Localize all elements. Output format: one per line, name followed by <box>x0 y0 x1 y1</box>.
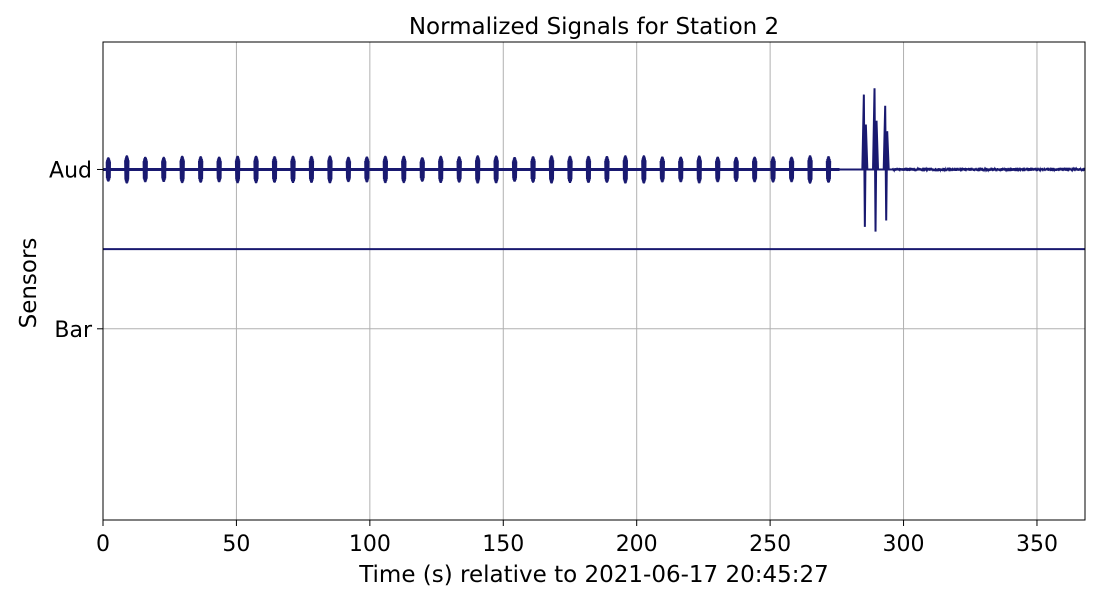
signal-burst <box>567 155 573 184</box>
y-axis-label: Sensors <box>16 238 42 329</box>
y-tick-label: Bar <box>54 318 93 343</box>
x-tick-label: 50 <box>222 532 250 557</box>
signal-burst <box>271 156 278 183</box>
signal-burst <box>548 155 555 184</box>
signal-burst <box>105 157 111 182</box>
signal-burst <box>511 156 518 182</box>
signal-burst <box>585 155 592 183</box>
signal-burst <box>825 156 832 183</box>
signal-burst <box>290 155 296 184</box>
signal-burst <box>142 156 148 183</box>
signal-burst <box>715 156 721 183</box>
signal-burst <box>752 156 758 183</box>
signal-burst <box>345 156 352 183</box>
signal-burst <box>659 156 665 183</box>
signal-burst <box>234 155 241 184</box>
signal-burst <box>622 155 628 184</box>
signal-burst <box>327 155 333 184</box>
x-axis-label: Time (s) relative to 2021-06-17 20:45:27 <box>358 562 829 588</box>
signal-burst <box>161 156 167 183</box>
signal-burst <box>475 155 481 184</box>
signal-spike <box>872 88 880 232</box>
x-tick-label: 200 <box>616 532 658 557</box>
x-tick-label: 100 <box>349 532 391 557</box>
signal-noise <box>892 166 1086 173</box>
signal-burst <box>770 156 776 183</box>
x-tick-label: 150 <box>482 532 524 557</box>
signal-burst <box>438 155 444 184</box>
signal-burst <box>604 155 610 183</box>
signal-burst <box>179 155 185 184</box>
signal-burst <box>124 155 130 184</box>
signal-burst <box>198 156 204 183</box>
signal-burst <box>419 157 425 182</box>
signal-burst <box>493 155 499 184</box>
signal-burst <box>382 155 388 184</box>
plot-frame <box>102 41 1086 521</box>
y-tick-label: Aud <box>49 158 92 183</box>
grid <box>102 42 1085 520</box>
signal-burst <box>641 155 647 184</box>
signal-burst <box>308 155 315 183</box>
chart-title: Normalized Signals for Station 2 <box>409 14 779 40</box>
signal-burst <box>788 156 795 183</box>
x-tick-label: 250 <box>749 532 791 557</box>
signal-burst <box>253 155 259 184</box>
signal-burst <box>807 155 813 184</box>
signal-burst <box>678 156 684 183</box>
signal-burst <box>733 156 739 182</box>
signal-burst <box>401 155 407 184</box>
signal-burst <box>216 156 222 183</box>
signal-spike <box>882 105 890 221</box>
signal-burst <box>456 156 462 183</box>
x-tick-label: 0 <box>96 532 110 557</box>
signal-burst <box>530 156 536 183</box>
series-aud <box>103 88 1086 232</box>
series-layer <box>103 88 1086 251</box>
x-tick-label: 350 <box>1016 532 1058 557</box>
signal-spike <box>861 94 869 227</box>
signal-burst <box>364 156 370 183</box>
ticks: 0 50 100 150 200 250 300 350 Bar Aud <box>49 158 1058 557</box>
x-tick-label: 300 <box>883 532 925 557</box>
signal-burst <box>696 155 702 184</box>
